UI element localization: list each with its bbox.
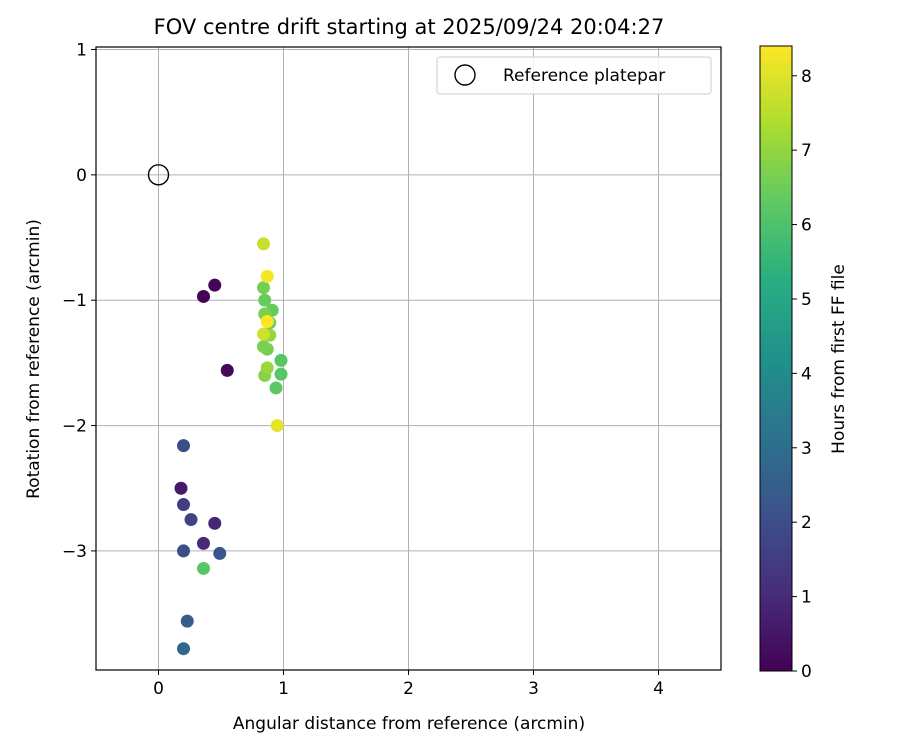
x-tick-label: 4 xyxy=(653,679,664,699)
data-point xyxy=(274,367,288,381)
data-point xyxy=(260,269,274,283)
y-tick-label: −2 xyxy=(62,417,87,437)
x-tick-label: 2 xyxy=(403,679,414,699)
legend: Reference platepar xyxy=(436,56,712,95)
colorbar-tick-label: 1 xyxy=(801,588,812,608)
data-point xyxy=(257,281,270,295)
reference-marker xyxy=(147,164,170,186)
y-tick-label: −3 xyxy=(62,542,87,562)
colorbar-tick-label: 0 xyxy=(801,662,812,682)
y-tick-label: 1 xyxy=(76,41,87,61)
y-axis-ticks: 1 0 −1 −2 −3 xyxy=(62,41,96,562)
data-point xyxy=(197,561,210,575)
legend-marker xyxy=(454,64,476,86)
colorbar-label: Hours from first FF file xyxy=(829,264,849,454)
data-point xyxy=(197,536,210,550)
data-point xyxy=(177,498,190,512)
x-tick-label: 1 xyxy=(278,679,289,699)
y-tick-label: −1 xyxy=(62,291,87,311)
grid-lines xyxy=(96,47,721,670)
data-point xyxy=(257,340,270,354)
data-point xyxy=(260,315,274,329)
data-point xyxy=(208,516,222,530)
data-point xyxy=(257,327,270,341)
y-tick-label: 0 xyxy=(76,166,87,186)
data-points xyxy=(174,237,288,656)
data-point xyxy=(257,237,270,251)
x-tick-label: 3 xyxy=(528,679,539,699)
data-point xyxy=(269,381,283,395)
colorbar-gradient xyxy=(759,45,793,672)
data-point xyxy=(174,481,188,495)
data-point xyxy=(208,278,222,292)
colorbar-tick-label: 4 xyxy=(801,364,812,384)
data-point xyxy=(177,439,190,453)
data-point xyxy=(180,614,194,628)
x-tick-label: 0 xyxy=(153,679,164,699)
data-point xyxy=(177,642,190,656)
chart-title: FOV centre drift starting at 2025/09/24 … xyxy=(154,15,665,39)
colorbar-tick-label: 7 xyxy=(801,141,812,161)
legend-box xyxy=(436,56,712,95)
data-point xyxy=(184,513,198,527)
legend-entry-label: Reference platepar xyxy=(503,66,665,86)
colorbar-ticks: 0 1 2 3 4 5 6 7 8 xyxy=(792,67,812,682)
colorbar-tick-label: 8 xyxy=(801,67,812,87)
data-point xyxy=(274,353,288,367)
data-point xyxy=(177,544,190,558)
reference-point xyxy=(147,164,170,186)
data-point xyxy=(260,361,274,375)
data-point xyxy=(220,363,234,377)
x-axis-label: Angular distance from reference (arcmin) xyxy=(233,714,585,734)
x-axis-ticks: 0 1 2 3 4 xyxy=(153,670,664,699)
y-axis-label: Rotation from reference (arcmin) xyxy=(24,219,44,499)
data-point xyxy=(197,289,210,303)
colorbar: 0 1 2 3 4 5 6 7 8 Hours from first FF file xyxy=(759,45,849,682)
colorbar-tick-label: 6 xyxy=(801,216,812,236)
data-point xyxy=(213,546,227,560)
colorbar-tick-label: 3 xyxy=(801,439,812,459)
data-point xyxy=(258,293,272,307)
colorbar-tick-label: 2 xyxy=(801,513,812,533)
colorbar-tick-label: 5 xyxy=(801,290,812,310)
data-point xyxy=(270,419,284,433)
